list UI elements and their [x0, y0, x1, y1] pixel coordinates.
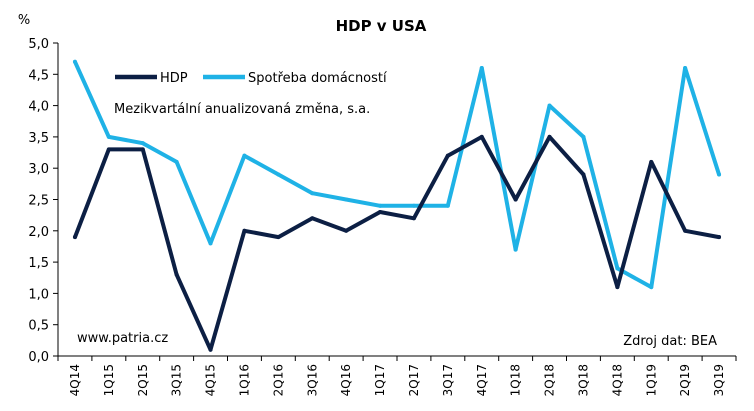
data-point-hdp: [479, 134, 484, 139]
x-tick-label: 4Q14: [68, 364, 82, 396]
source-right: Zdroj dat: BEA: [623, 334, 717, 349]
y-tick-label: 4,0: [28, 100, 49, 115]
x-tick-label: 3Q16: [305, 364, 319, 396]
data-point-hdp: [581, 172, 586, 177]
x-tick-label: 2Q17: [407, 364, 421, 396]
data-point-spotreba: [140, 141, 145, 146]
legend-label-spotreba: Spotřeba domácností: [248, 71, 387, 86]
series-lines: [72, 59, 722, 352]
data-point-hdp: [174, 272, 179, 277]
y-tick-label: 2,0: [28, 225, 49, 240]
x-tick-label: 4Q18: [610, 364, 624, 396]
series-line-spotreba: [73, 59, 721, 290]
x-tick-label: 3Q18: [576, 364, 590, 396]
data-point-hdp: [683, 228, 688, 233]
x-tick-label: 1Q16: [237, 364, 251, 396]
y-tick-label: 3,5: [28, 131, 49, 146]
data-point-spotreba: [72, 59, 77, 64]
data-point-spotreba: [683, 66, 688, 71]
x-tick-label: 3Q17: [441, 364, 455, 396]
source-left: www.patria.cz: [77, 331, 168, 346]
data-point-hdp: [72, 235, 77, 240]
data-point-hdp: [445, 153, 450, 158]
x-axis: 4Q14 1Q15 2Q15 3Q15 4Q15 1Q16 2Q16 3Q16 4Q16 1Q17…: [57, 355, 737, 396]
data-point-spotreba: [411, 203, 416, 208]
data-point-spotreba: [106, 134, 111, 139]
data-point-spotreba: [276, 172, 281, 177]
data-point-spotreba: [649, 285, 654, 290]
data-point-spotreba: [174, 159, 179, 164]
data-point-spotreba: [717, 172, 722, 177]
data-point-hdp: [513, 197, 518, 202]
data-point-spotreba: [208, 241, 213, 246]
data-point-spotreba: [344, 197, 349, 202]
data-point-hdp: [208, 347, 213, 352]
y-tick-label: 4,5: [28, 68, 49, 83]
data-point-spotreba: [615, 266, 620, 271]
y-tick-label: 1,0: [28, 287, 49, 302]
x-tick-label: 4Q16: [339, 364, 353, 396]
y-tick-label: 3,0: [28, 162, 49, 177]
x-tick-label: 1Q19: [644, 364, 658, 396]
x-tick-label: 4Q17: [475, 364, 489, 396]
y-tick-label: 0,0: [28, 350, 49, 365]
x-tick-label: 3Q19: [712, 364, 726, 396]
data-point-hdp: [615, 285, 620, 290]
data-point-hdp: [344, 228, 349, 233]
chart-title: HDP v USA: [336, 17, 427, 35]
y-axis-unit: %: [18, 13, 30, 28]
data-point-spotreba: [445, 203, 450, 208]
legend-label-hdp: HDP: [160, 71, 188, 86]
data-point-spotreba: [581, 134, 586, 139]
x-tick-label: 2Q18: [543, 364, 557, 396]
x-tick-label: 1Q18: [509, 364, 523, 396]
x-tick-label: 2Q19: [678, 364, 692, 396]
data-point-hdp: [140, 147, 145, 152]
x-tick-label: 2Q16: [271, 364, 285, 396]
y-tick-label: 2,5: [28, 194, 49, 209]
data-point-hdp: [378, 210, 383, 215]
data-point-hdp: [106, 147, 111, 152]
data-point-hdp: [411, 216, 416, 221]
legend: HDP Spotřeba domácností: [115, 71, 387, 86]
data-point-hdp: [717, 235, 722, 240]
y-tick-label: 5,0: [28, 37, 49, 52]
series-line-hdp: [73, 134, 721, 352]
data-point-hdp: [649, 159, 654, 164]
x-tick-label: 1Q15: [102, 364, 116, 396]
data-point-spotreba: [479, 66, 484, 71]
y-tick-label: 1,5: [28, 256, 49, 271]
data-point-spotreba: [242, 153, 247, 158]
x-tick-label: 3Q15: [170, 364, 184, 396]
data-point-spotreba: [310, 191, 315, 196]
data-point-hdp: [242, 228, 247, 233]
x-tick-label: 1Q17: [373, 364, 387, 396]
data-point-spotreba: [513, 247, 518, 252]
x-tick-label: 4Q15: [204, 364, 218, 396]
data-point-hdp: [310, 216, 315, 221]
y-tick-label: 0,5: [28, 319, 49, 334]
chart-subtitle: Mezikvartální anualizovaná změna, s.a.: [114, 102, 370, 117]
x-tick-label: 2Q15: [136, 364, 150, 396]
data-point-hdp: [547, 134, 552, 139]
data-point-spotreba: [378, 203, 383, 208]
data-point-spotreba: [547, 103, 552, 108]
data-point-hdp: [276, 235, 281, 240]
y-axis: 0,0 0,5 1,0 1,5 2,0 2,5 3,0 3,5 4,0 4,5 5,0: [28, 37, 59, 365]
